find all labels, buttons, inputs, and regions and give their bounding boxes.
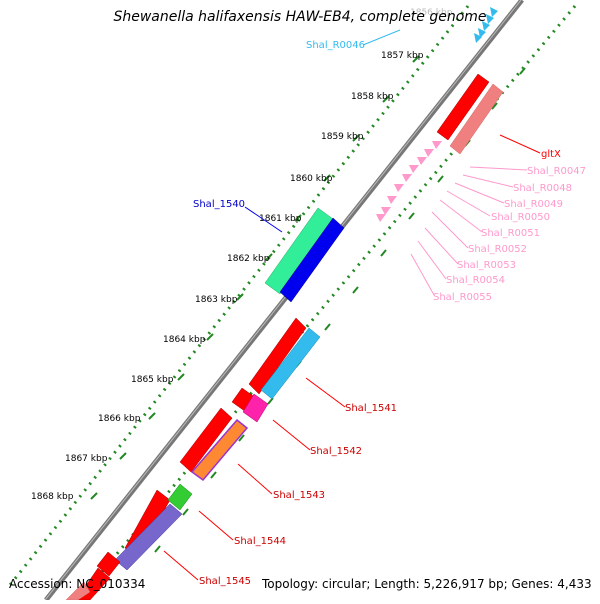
trna-cluster-blue bbox=[474, 7, 498, 43]
gene-red-bottom-b[interactable] bbox=[96, 551, 121, 577]
kbp-label: 1865 kbp bbox=[131, 375, 174, 385]
gene-label-shal-r0051[interactable]: Shal_R0051 bbox=[481, 228, 540, 239]
gene-shal-1543[interactable] bbox=[190, 418, 249, 482]
gene-shal-1545[interactable] bbox=[114, 503, 183, 571]
gene-red-1866[interactable] bbox=[179, 407, 233, 473]
gene-shal-1544[interactable] bbox=[167, 483, 193, 511]
gene-label-shal-1543[interactable]: Shal_1543 bbox=[273, 490, 325, 501]
kbp-label: 1867 kbp bbox=[65, 454, 108, 464]
kbp-ticks bbox=[90, 55, 420, 500]
gene-label-shal-r0047[interactable]: Shal_R0047 bbox=[527, 166, 586, 177]
gene-shal-1542[interactable] bbox=[242, 393, 269, 423]
gene-label-shal-1545[interactable]: Shal_1545 bbox=[199, 576, 251, 587]
kbp-label: 1858 kbp bbox=[351, 92, 394, 102]
outer-dotted-line bbox=[8, 5, 470, 586]
map-title: Shewanella halifaxensis HAW-EB4, complet… bbox=[113, 9, 487, 25]
gene-label-shal-1544[interactable]: Shal_1544 bbox=[234, 536, 286, 547]
leader-lines bbox=[163, 29, 541, 581]
topology-text: Topology: circular; Length: 5,226,917 bp… bbox=[262, 577, 592, 591]
kbp-label: 1857 kbp bbox=[381, 51, 424, 61]
gene-gltx[interactable] bbox=[436, 73, 490, 141]
gene-shal-1541-outer[interactable] bbox=[248, 317, 307, 395]
kbp-label: 1862 kbp bbox=[227, 254, 270, 264]
gene-label-group: Shal_R0046 Shal_1540 gltX Shal_R0047 Sha… bbox=[193, 40, 586, 587]
backbone-line bbox=[44, 0, 524, 602]
gene-label-gltx[interactable]: gltX bbox=[541, 149, 561, 160]
kbp-label: 1866 kbp bbox=[98, 414, 141, 424]
kbp-label: 1864 kbp bbox=[163, 335, 206, 345]
gene-label-shal-r0054[interactable]: Shal_R0054 bbox=[446, 275, 505, 286]
gene-label-shal-1541[interactable]: Shal_1541 bbox=[345, 403, 397, 414]
accession-text: Accession: NC_010334 bbox=[9, 577, 146, 591]
kbp-label-group: 1856 kbp 1857 kbp 1858 kbp 1859 kbp 1860… bbox=[31, 8, 453, 502]
gene-blue-inner[interactable] bbox=[279, 217, 345, 303]
gene-label-shal-1540[interactable]: Shal_1540 bbox=[193, 199, 245, 210]
gene-label-shal-r0052[interactable]: Shal_R0052 bbox=[468, 244, 527, 255]
gene-gltx-strand2[interactable] bbox=[449, 83, 504, 155]
trna-cluster-pink bbox=[376, 141, 442, 222]
backbone-highlight bbox=[44, 0, 522, 601]
gene-label-shal-r0049[interactable]: Shal_R0049 bbox=[504, 199, 563, 210]
kbp-label: 1868 kbp bbox=[31, 492, 74, 502]
gene-label-shal-r0046[interactable]: Shal_R0046 bbox=[306, 40, 365, 51]
gene-label-shal-r0048[interactable]: Shal_R0048 bbox=[513, 183, 572, 194]
kbp-label: 1863 kbp bbox=[195, 295, 238, 305]
kbp-label: 1860 kbp bbox=[290, 174, 333, 184]
kbp-label: 1861 kbp bbox=[259, 214, 302, 224]
gene-shal-1541[interactable] bbox=[260, 327, 321, 400]
gene-label-shal-r0053[interactable]: Shal_R0053 bbox=[457, 260, 516, 271]
gene-label-shal-1542[interactable]: Shal_1542 bbox=[310, 446, 362, 457]
kbp-label: 1859 kbp bbox=[321, 132, 364, 142]
gene-label-shal-r0050[interactable]: Shal_R0050 bbox=[491, 212, 550, 223]
kbp-label: 1856 kbp bbox=[410, 8, 453, 18]
gene-label-shal-r0055[interactable]: Shal_R0055 bbox=[433, 292, 492, 303]
